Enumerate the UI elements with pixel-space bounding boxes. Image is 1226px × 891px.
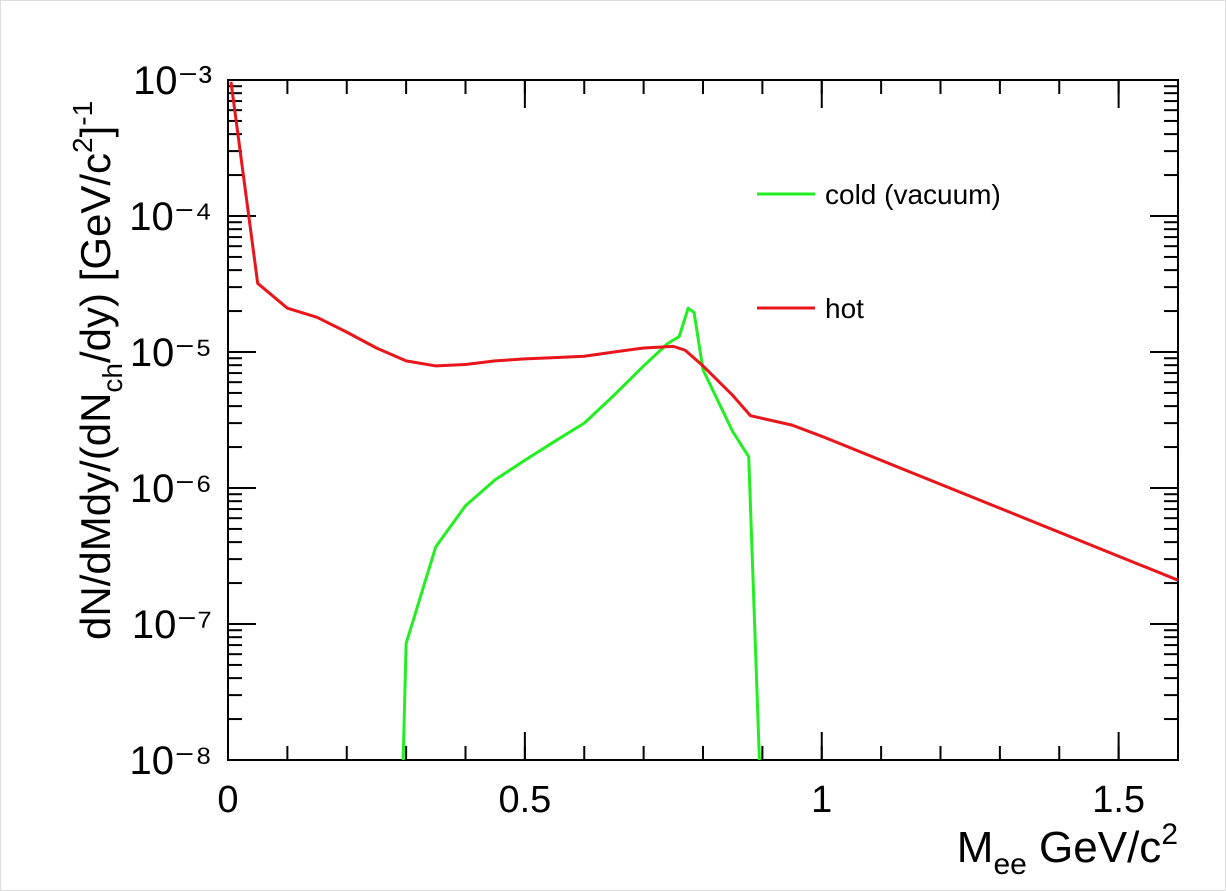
y-tick-label: 10⁻⁸ — [130, 739, 212, 783]
y-tick-label: 10⁻⁶ — [130, 467, 212, 511]
y-tick-label: 10⁻⁴ — [129, 195, 212, 239]
y-tick-label: 10⁻⁷ — [132, 603, 212, 647]
series-line — [401, 306, 761, 761]
y-title-sup: -1 — [67, 101, 98, 126]
x-title-part: GeV/c — [1027, 823, 1162, 872]
legend-label: cold (vacuum) — [825, 179, 1001, 210]
x-tick-label: 0 — [217, 779, 238, 821]
x-tick-label: 1.5 — [1092, 779, 1145, 821]
legend-label: hot — [825, 293, 864, 324]
y-title-part: /dy) [GeV/c — [72, 153, 119, 363]
x-tick-label: 1 — [811, 779, 832, 821]
y-axis-title: dN/dMdy/(dNch/dy) [GeV/c2]-1 — [67, 101, 128, 640]
y-title-sup: 2 — [67, 137, 98, 153]
y-tick-label: 10⁻⁵ — [130, 331, 212, 375]
x-title-sub: ee — [993, 848, 1026, 881]
y-title-part: dN/dMdy/(dN — [72, 393, 119, 640]
y-tick-label: 10⁻³ — [133, 59, 212, 103]
x-axis-title: Mee GeV/c2 — [957, 818, 1178, 881]
x-title-part: M — [957, 823, 994, 872]
y-title-part: ] — [72, 126, 119, 138]
x-tick-label: 0.5 — [498, 779, 551, 821]
x-title-sup: 2 — [1161, 818, 1178, 851]
series-line — [229, 81, 1179, 582]
y-title-sub: ch — [97, 363, 128, 393]
